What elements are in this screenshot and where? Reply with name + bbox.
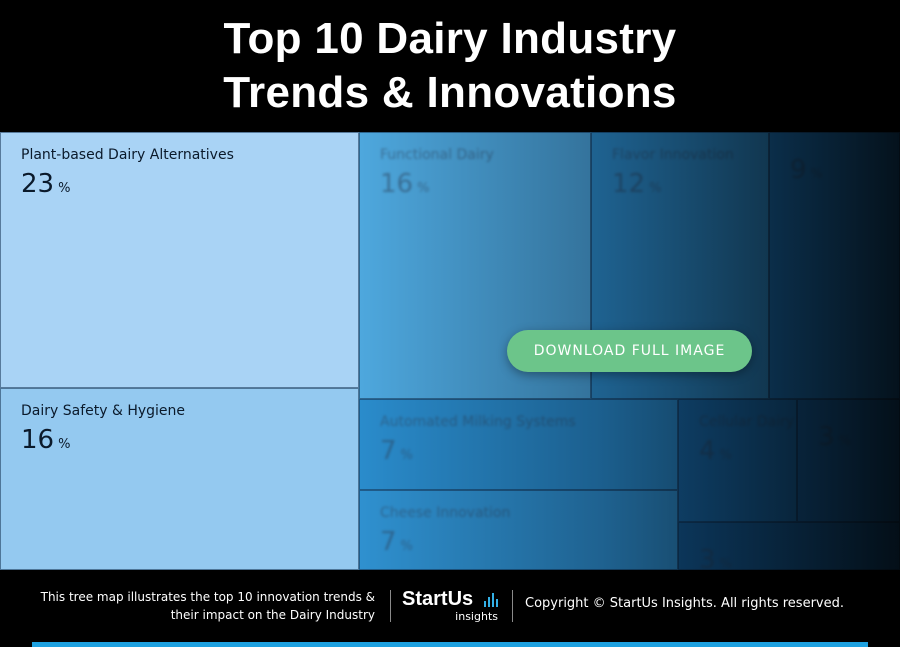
startus-insights-logo[interactable]: StartUs insights xyxy=(402,588,506,624)
tile-label: Flavor Innovation xyxy=(612,147,734,163)
tile-value: 7% xyxy=(380,527,413,557)
tile-value-number: 3 xyxy=(818,422,835,452)
tile-value-number: 12 xyxy=(612,169,646,199)
tile-label: Functional Dairy xyxy=(380,147,494,163)
tile-value-unit: % xyxy=(58,437,71,452)
treemap-tile: Plant-based Dairy Alternatives 23% xyxy=(0,132,359,388)
tile-value-number: 16 xyxy=(21,425,55,455)
treemap-tile: 3% xyxy=(797,399,900,522)
treemap-tile: Cellular Dairy 4% xyxy=(678,399,797,522)
footer: This tree map illustrates the top 10 inn… xyxy=(0,570,900,647)
tile-value-number: 9 xyxy=(790,155,807,185)
treemap-tile: 9% xyxy=(769,132,900,399)
page-header: Top 10 Dairy Industry Trends & Innovatio… xyxy=(0,0,900,132)
tile-value: 3% xyxy=(818,422,851,452)
logo-sub: insights xyxy=(455,610,498,623)
tile-value-number: 7 xyxy=(380,527,397,557)
tile-value-unit: % xyxy=(400,448,413,463)
tile-value: 16% xyxy=(380,169,429,199)
footer-divider xyxy=(390,590,391,622)
tile-value-number: 3 xyxy=(699,545,716,570)
title-line-1: Top 10 Dairy Industry xyxy=(223,14,677,63)
treemap-tile: 3% xyxy=(678,522,900,570)
treemap-tile: Dairy Safety & Hygiene 16% xyxy=(0,388,359,570)
tile-value: 12% xyxy=(612,169,661,199)
footer-accent-bar xyxy=(32,642,868,647)
tile-value-unit: % xyxy=(649,181,662,196)
tile-label: Cellular Dairy xyxy=(699,414,795,430)
tile-value-unit: % xyxy=(417,181,430,196)
treemap-tile: Cheese Innovation 7% xyxy=(359,490,678,570)
tile-value-unit: % xyxy=(810,167,823,182)
copyright-text: Copyright © StartUs Insights. All rights… xyxy=(525,596,844,611)
footer-description-line-1: This tree map illustrates the top 10 inn… xyxy=(40,590,375,604)
tile-label: Plant-based Dairy Alternatives xyxy=(21,147,234,163)
tile-value-number: 4 xyxy=(699,436,716,466)
tile-value-unit: % xyxy=(400,539,413,554)
tile-value-number: 7 xyxy=(380,436,397,466)
tile-value: 9% xyxy=(790,155,823,185)
tile-value: 7% xyxy=(380,436,413,466)
tile-value-unit: % xyxy=(58,181,71,196)
tile-label: Dairy Safety & Hygiene xyxy=(21,403,186,419)
treemap-chart: Plant-based Dairy Alternatives 23% Dairy S… xyxy=(0,132,900,570)
download-full-image-button[interactable]: DOWNLOAD FULL IMAGE xyxy=(507,330,752,372)
tile-value-unit: % xyxy=(719,557,732,570)
tile-value: 23% xyxy=(21,169,70,199)
tile-value-unit: % xyxy=(719,448,732,463)
tile-label: Cheese Innovation xyxy=(380,505,511,521)
tile-value-unit: % xyxy=(838,434,851,449)
logo-name: StartUs xyxy=(402,588,474,610)
footer-description-line-2: their impact on the Dairy Industry xyxy=(170,608,375,622)
footer-description: This tree map illustrates the top 10 inn… xyxy=(15,588,375,624)
footer-divider xyxy=(512,590,513,622)
tile-value: 4% xyxy=(699,436,732,466)
tile-value-number: 16 xyxy=(380,169,414,199)
tile-value: 3% xyxy=(699,545,732,570)
tile-value-number: 23 xyxy=(21,169,55,199)
bar-chart-icon xyxy=(484,593,500,607)
treemap-tile: Automated Milking Systems 7% xyxy=(359,399,678,490)
title-line-2: Trends & Innovations xyxy=(223,68,677,117)
tile-label: Automated Milking Systems xyxy=(380,414,576,430)
tile-value: 16% xyxy=(21,425,70,455)
